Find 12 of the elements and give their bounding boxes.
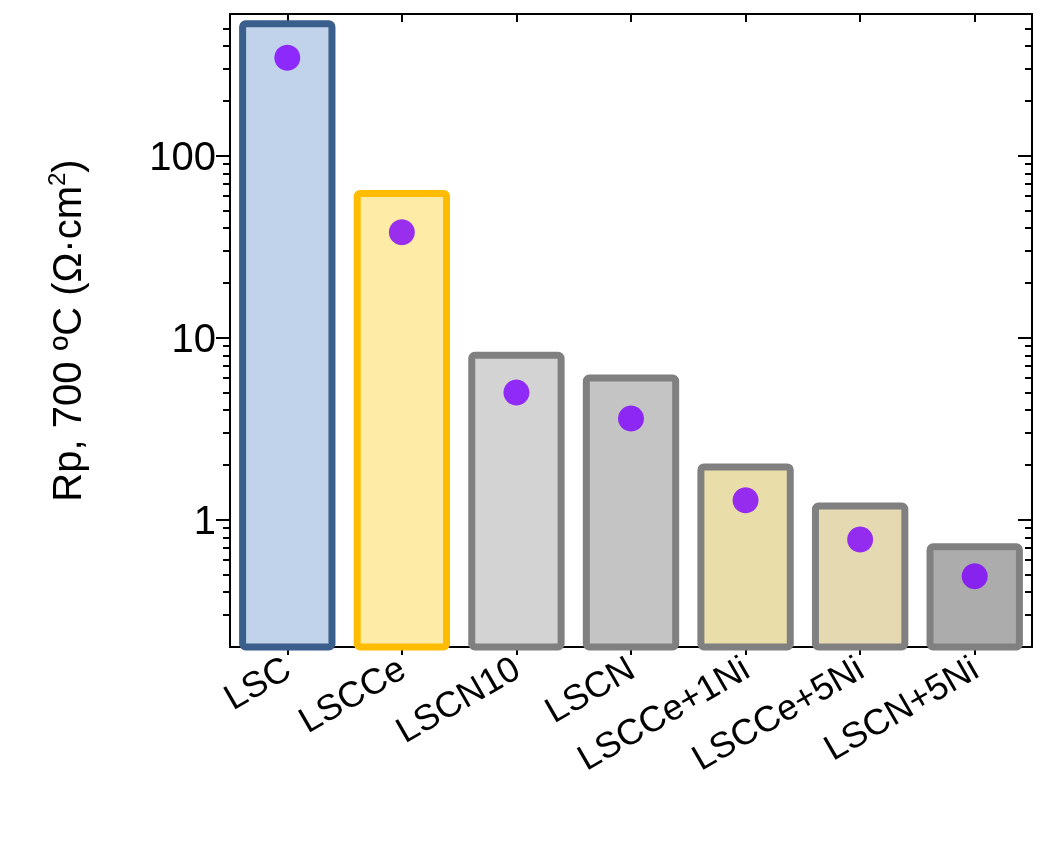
point xyxy=(388,219,415,246)
y-tick-label: 10 xyxy=(171,315,216,360)
point xyxy=(274,44,301,71)
x-tick-label: LSC xyxy=(216,647,298,718)
y-tick-label: 1 xyxy=(193,497,216,542)
point xyxy=(503,379,530,406)
y-axis-title: Rp, 700 ºC (Ω·cm2) xyxy=(42,159,89,502)
y-tick-label: 100 xyxy=(149,133,216,178)
point xyxy=(732,487,759,514)
point xyxy=(618,405,644,432)
point xyxy=(847,526,874,553)
point xyxy=(961,563,988,590)
